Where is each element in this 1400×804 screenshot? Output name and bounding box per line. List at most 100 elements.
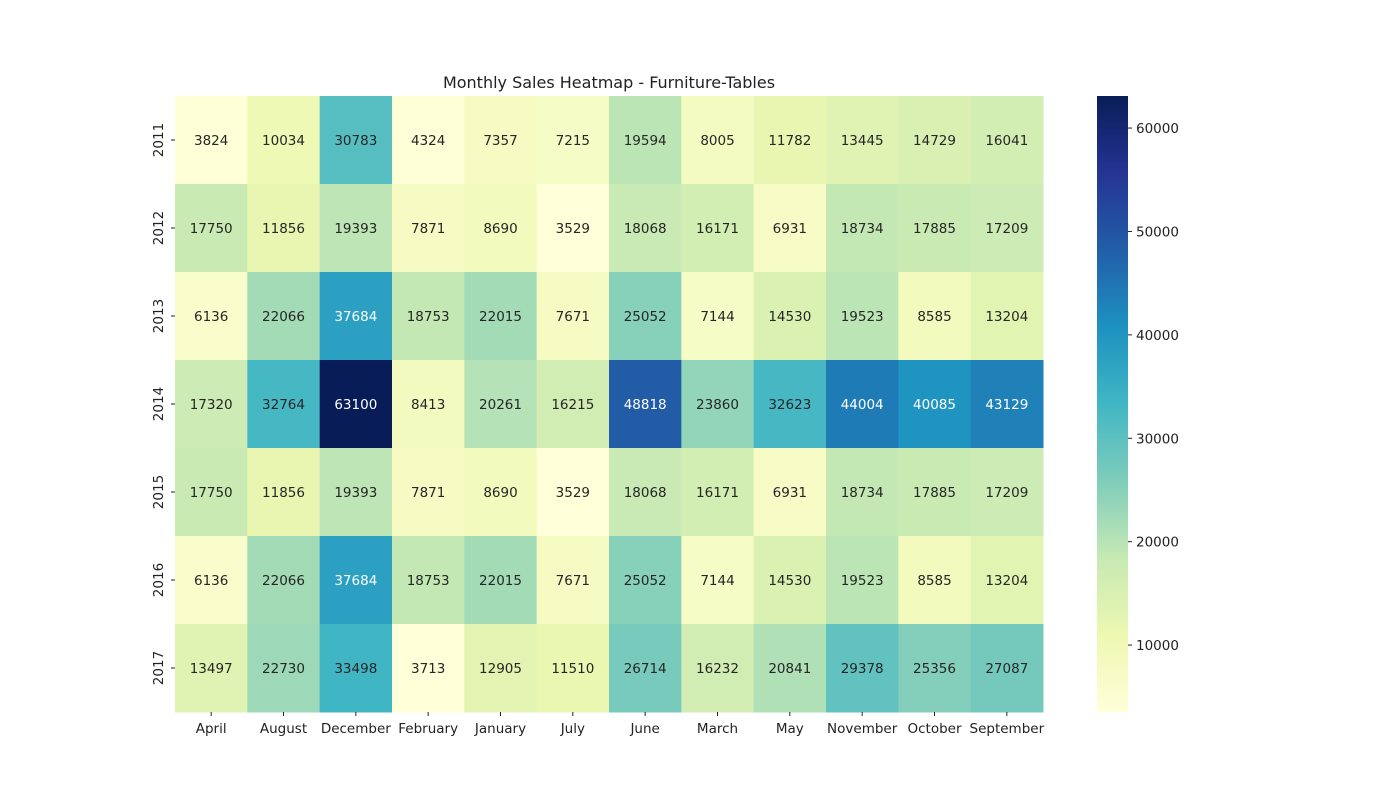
heatmap-cell [464, 184, 538, 273]
heatmap-cell [247, 536, 321, 625]
chart-title: Monthly Sales Heatmap - Furniture-Tables [443, 73, 775, 92]
cell-value-label: 11856 [262, 221, 305, 237]
cell-value-label: 27087 [985, 661, 1028, 677]
cell-value-label: 7215 [556, 133, 590, 149]
cell-value-label: 6931 [773, 485, 807, 501]
heatmap-cell [392, 272, 465, 361]
heatmap-cell [753, 272, 827, 361]
cell-value-label: 18734 [841, 221, 884, 237]
cell-value-label: 43129 [985, 397, 1028, 413]
cell-value-label: 17209 [985, 221, 1028, 237]
x-tick-label: February [398, 721, 458, 737]
heatmap-cell [970, 624, 1044, 713]
colorbar: 10000 20000 30000 40000 50000 60000 [1097, 96, 1179, 712]
cell-value-label: 3529 [556, 485, 590, 501]
heatmap-cell [753, 96, 827, 185]
cell-value-label: 37684 [334, 309, 377, 325]
heatmap-cell [753, 360, 827, 449]
cell-value-label: 17320 [190, 397, 233, 413]
cell-value-label: 16215 [551, 397, 594, 413]
heatmap-cell [898, 360, 972, 449]
cell-value-label: 37684 [334, 573, 377, 589]
cell-value-label: 26714 [624, 661, 667, 677]
cell-value-label: 19594 [624, 133, 667, 149]
heatmap-cell [464, 624, 538, 713]
heatmap-cell [826, 448, 899, 537]
heatmap-cell [247, 96, 321, 185]
cell-value-label: 17750 [190, 221, 233, 237]
cell-value-label: 7871 [411, 485, 445, 501]
cell-value-label: 8585 [917, 573, 951, 589]
heatmap-cell [464, 448, 538, 537]
cell-value-label: 7871 [411, 221, 445, 237]
cell-value-label: 13497 [190, 661, 233, 677]
heatmap-cell [681, 184, 755, 273]
cell-value-label: 25052 [624, 309, 667, 325]
heatmap-cell [464, 272, 538, 361]
y-axis: 2011 2012 2013 2014 2015 2016 2017 [151, 123, 175, 685]
x-tick-label: August [260, 721, 307, 737]
heatmap-cell [392, 184, 465, 273]
cell-value-label: 20841 [768, 661, 811, 677]
cell-value-label: 13204 [985, 573, 1028, 589]
cell-value-label: 6136 [194, 573, 228, 589]
cell-value-label: 33498 [334, 661, 377, 677]
cell-value-label: 18753 [407, 309, 450, 325]
cell-value-label: 8005 [700, 133, 734, 149]
heatmap-cell [319, 536, 393, 625]
heatmap-cell [464, 96, 538, 185]
heatmap-cell [536, 96, 610, 185]
cell-value-label: 8690 [483, 485, 517, 501]
cell-value-label: 18734 [841, 485, 884, 501]
cell-value-label: 3713 [411, 661, 445, 677]
heatmap-cell [319, 360, 393, 449]
heatmap-cell [970, 536, 1044, 625]
heatmap-cell [753, 536, 827, 625]
heatmap-cell [392, 96, 465, 185]
cell-value-label: 16232 [696, 661, 739, 677]
cell-value-label: 12905 [479, 661, 522, 677]
x-tick-label: December [321, 721, 391, 737]
cell-value-label: 14729 [913, 133, 956, 149]
cell-value-label: 18753 [407, 573, 450, 589]
x-tick-label: July [560, 721, 585, 737]
x-tick-label: January [474, 721, 526, 737]
heatmap-cell [175, 184, 248, 273]
heatmap-cell [609, 536, 682, 625]
y-tick-label: 2014 [151, 387, 167, 421]
cell-value-label: 8413 [411, 397, 445, 413]
cell-value-label: 19523 [841, 309, 884, 325]
cell-value-label: 16041 [985, 133, 1028, 149]
cell-value-label: 30783 [334, 133, 377, 149]
heatmap-cell [536, 272, 610, 361]
cell-value-label: 6136 [194, 309, 228, 325]
heatmap-cell [175, 272, 248, 361]
cell-value-label: 7357 [483, 133, 517, 149]
heatmap-cell [536, 184, 610, 273]
x-tick-label: October [907, 721, 961, 737]
heatmap-cell [826, 96, 899, 185]
heatmap-cell [175, 96, 248, 185]
cell-value-label: 7671 [556, 573, 590, 589]
heatmap-cell [175, 536, 248, 625]
heatmap-cell [536, 624, 610, 713]
y-tick-label: 2011 [151, 123, 167, 157]
heatmap-cell [247, 272, 321, 361]
cell-value-label: 18068 [624, 485, 667, 501]
x-tick-label: May [776, 721, 804, 737]
cell-value-label: 16171 [696, 221, 739, 237]
cell-value-label: 8585 [917, 309, 951, 325]
heatmap-cell [247, 360, 321, 449]
colorbar-tick-label: 40000 [1136, 328, 1179, 344]
heatmap-cell [681, 536, 755, 625]
cell-value-label: 19523 [841, 573, 884, 589]
heatmap-cell [681, 272, 755, 361]
heatmap-cell [753, 624, 827, 713]
heatmap-cell [681, 624, 755, 713]
cell-value-label: 22730 [262, 661, 305, 677]
heatmap-cell [970, 272, 1044, 361]
x-tick-label: June [629, 721, 659, 737]
colorbar-ticks: 10000 20000 30000 40000 50000 60000 [1128, 121, 1179, 654]
cell-value-label: 8690 [483, 221, 517, 237]
